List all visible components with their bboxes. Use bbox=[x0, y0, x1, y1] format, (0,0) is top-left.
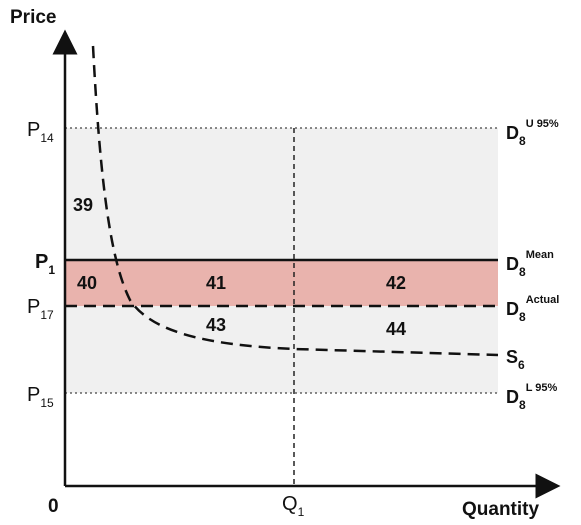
region-40: 40 bbox=[77, 273, 98, 293]
x-axis-title: Quantity bbox=[462, 499, 540, 520]
x-tick-q1: Q1 bbox=[282, 493, 305, 519]
region-42: 42 bbox=[386, 273, 407, 293]
region-43: 43 bbox=[206, 315, 227, 335]
y-tick-p14: P14 bbox=[27, 119, 54, 145]
label-d8-mean: D8Mean bbox=[506, 249, 554, 279]
label-s6: S6 bbox=[506, 347, 525, 372]
mean-actual-region bbox=[65, 260, 498, 306]
region-44: 44 bbox=[386, 319, 407, 339]
supply-curve-s6 bbox=[91, 45, 499, 357]
y-axis-title: Price bbox=[10, 7, 57, 28]
region-39: 39 bbox=[73, 195, 94, 215]
label-d8-u95: D8U 95% bbox=[506, 118, 559, 148]
label-d8-l95: D8L 95% bbox=[506, 382, 558, 412]
label-d8-actual: D8Actual bbox=[506, 294, 560, 324]
y-tick-p15: P15 bbox=[27, 384, 54, 410]
y-tick-p1: P1 bbox=[35, 251, 56, 277]
region-41: 41 bbox=[206, 273, 227, 293]
y-tick-p17: P17 bbox=[27, 296, 54, 322]
origin-label: 0 bbox=[48, 496, 59, 517]
